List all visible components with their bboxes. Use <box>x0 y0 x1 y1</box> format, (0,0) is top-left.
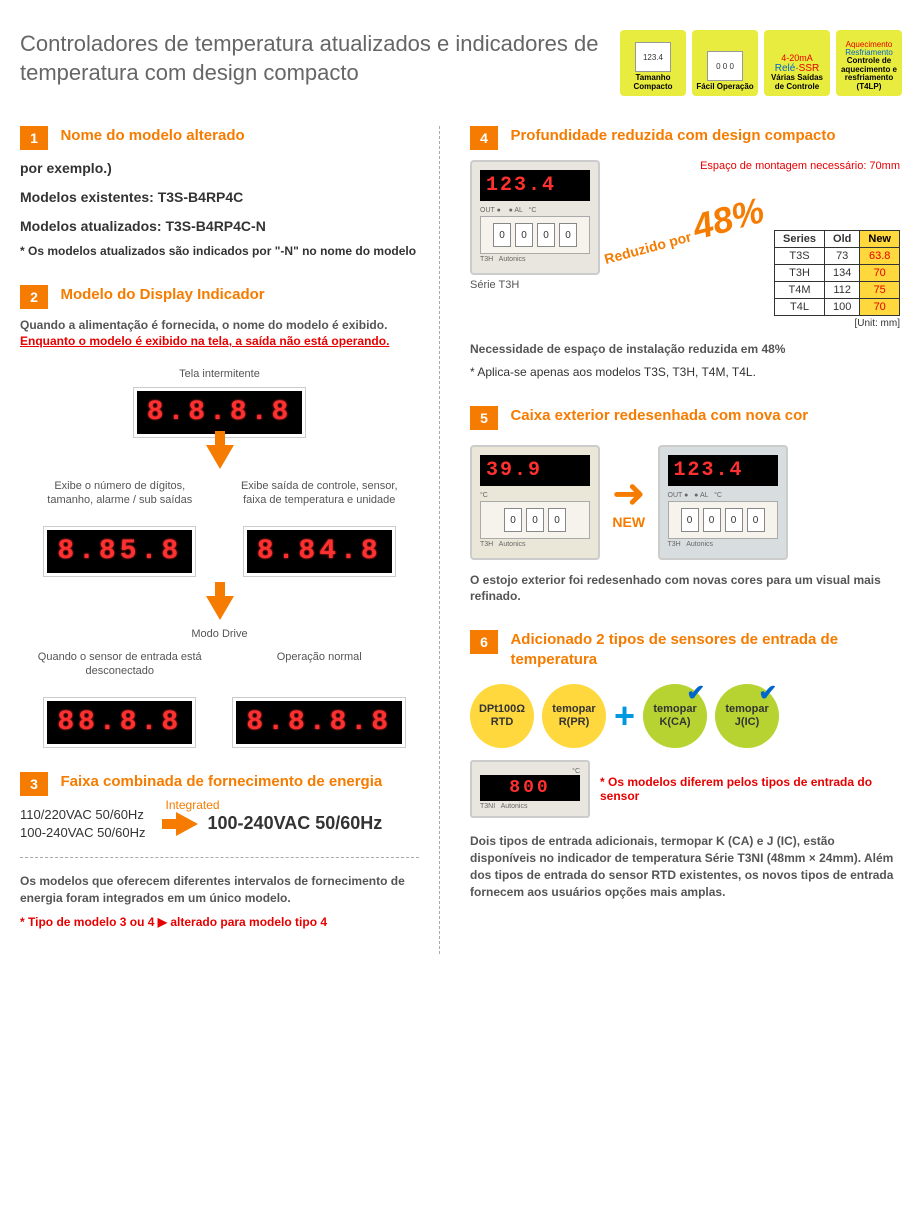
badge-compact: 123.4 Tamanho Compacto <box>620 30 686 96</box>
section-title-2: Modelo do Display Indicador <box>60 285 400 305</box>
arrow-down-icon <box>206 445 234 469</box>
sec4-note: * Aplica-se apenas aos modelos T3S, T3H,… <box>470 364 900 381</box>
sensor-rtd: DPt100Ω RTD <box>470 684 534 748</box>
sec6-desc: Dois tipos de entrada adicionais, termop… <box>470 833 900 900</box>
display-blink: 8.8.8.8 <box>134 388 306 437</box>
sensor-jic: ✔ temopar J(IC) <box>715 684 779 748</box>
device-t3ni: °C 800 T3NI Autonics <box>470 760 590 818</box>
compact-icon: 123.4 <box>635 42 671 72</box>
section-title-3: Faixa combinada de fornecimento de energ… <box>60 772 400 792</box>
section-title-6: Adicionado 2 tipos de sensores de entrad… <box>510 630 850 669</box>
updated-models: Modelos atualizados: T3S-B4RP4C-N <box>20 216 419 237</box>
display-left: 8.85.8 <box>44 527 195 576</box>
section-num-4: 4 <box>470 126 498 150</box>
drive-label: Modo Drive <box>20 628 419 640</box>
device-old: 39.9 °C 000 T3H Autonics <box>470 445 600 560</box>
easy-icon: 0 0 0 <box>707 51 743 81</box>
table-row: T3H13470 <box>774 265 899 282</box>
badge-outputs: 4-20mA Relé·SSR Várias Saídas de Control… <box>764 30 830 96</box>
sensor-rpr: temopar R(PR) <box>542 684 606 748</box>
blink-label: Tela intermitente <box>20 368 419 380</box>
existing-models: Modelos existentes: T3S-B4RP4C <box>20 187 419 208</box>
display-right: 8.84.8 <box>244 527 395 576</box>
power-result: 100-240VAC 50/60Hz <box>208 813 383 834</box>
header: Controladores de temperatura atualizados… <box>20 30 902 96</box>
page-title: Controladores de temperatura atualizados… <box>20 30 610 87</box>
section-title-1: Nome do modelo alterado <box>60 126 400 146</box>
check-icon: ✔ <box>687 680 705 706</box>
sensor-kca: ✔ temopar K(CA) <box>643 684 707 748</box>
sec3-desc: Os modelos que oferecem diferentes inter… <box>20 873 419 907</box>
disconnected-desc: Quando o sensor de entrada está desconec… <box>30 650 210 690</box>
section-num-3: 3 <box>20 772 48 796</box>
sec6-note: * Os modelos diferem pelos tipos de entr… <box>600 775 900 803</box>
section-6: 6 Adicionado 2 tipos de sensores de entr… <box>470 630 900 900</box>
display-normal: 8.8.8.8 <box>233 698 405 747</box>
device-t3h: 123.4 OUT ● ● AL °C 0000 T3H Autonics <box>470 160 600 275</box>
check-icon: ✔ <box>759 680 777 706</box>
sec3-note: * Tipo de modelo 3 ou 4 ▶ alterado para … <box>20 915 419 929</box>
section-1: 1 Nome do modelo alterado por exemplo.) … <box>20 126 419 260</box>
arrow-right-icon <box>176 812 198 836</box>
sec2-intro: Quando a alimentação é fornecida, o nome… <box>20 317 419 334</box>
normal-desc: Operação normal <box>229 650 409 690</box>
section-5: 5 Caixa exterior redesenhada com nova co… <box>470 406 900 606</box>
left-desc: Exibe o número de dígitos, tamanho, alar… <box>30 479 210 519</box>
device-dials: 0000 <box>480 216 590 254</box>
section1-note: * Os modelos atualizados são indicados p… <box>20 243 419 260</box>
sec5-desc: O estojo exterior foi redesenhado com no… <box>470 572 900 606</box>
unit-note: [Unit: mm] <box>610 318 900 329</box>
display-disconnected: 88.8.8 <box>44 698 195 747</box>
mounting-note: Espaço de montagem necessário: 70mm <box>610 160 900 172</box>
section-num-5: 5 <box>470 406 498 430</box>
new-label: NEW <box>612 514 646 530</box>
badge-easy: 0 0 0 Fácil Operação <box>692 30 758 96</box>
integrated-label: Integrated <box>166 798 220 812</box>
section-3: 3 Faixa combinada de fornecimento de ene… <box>20 772 419 929</box>
section-num-2: 2 <box>20 285 48 309</box>
size-table: Series Old New T3S7363.8 T3H13470 T4M112… <box>774 230 900 316</box>
section-2: 2 Modelo do Display Indicador Quando a a… <box>20 285 419 747</box>
feature-badges: 123.4 Tamanho Compacto 0 0 0 Fácil Opera… <box>620 30 902 96</box>
badge-heat-cool: Aquecimento Resfriamento Controle de aqu… <box>836 30 902 96</box>
table-row: T3S7363.8 <box>774 248 899 265</box>
table-row: T4L10070 <box>774 299 899 316</box>
arrow-right-icon: ➜ <box>612 474 646 514</box>
sensor-row: DPt100Ω RTD temopar R(PR) + ✔ temopar K(… <box>470 684 900 748</box>
plus-icon: + <box>614 695 635 737</box>
section-num-6: 6 <box>470 630 498 654</box>
sec2-warning: Enquanto o modelo é exibido na tela, a s… <box>20 334 419 348</box>
device-new: 123.4 OUT ● ● AL °C 0000 T3H Autonics <box>658 445 788 560</box>
series-label: Série T3H <box>470 279 600 291</box>
arrow-down-icon-2 <box>206 596 234 620</box>
table-row: T4M11275 <box>774 282 899 299</box>
divider <box>20 857 419 858</box>
section-title-5: Caixa exterior redesenhada com nova cor <box>510 406 850 426</box>
right-desc: Exibe saída de controle, sensor, faixa d… <box>229 479 409 519</box>
example-header: por exemplo.) <box>20 158 419 179</box>
power-old: 110/220VAC 50/60Hz 100-240VAC 50/60Hz <box>20 806 146 842</box>
section-4: 4 Profundidade reduzida com design compa… <box>470 126 900 381</box>
sec4-summary: Necessidade de espaço de instalação redu… <box>470 341 900 358</box>
section-title-4: Profundidade reduzida com design compact… <box>510 126 850 146</box>
section-num-1: 1 <box>20 126 48 150</box>
